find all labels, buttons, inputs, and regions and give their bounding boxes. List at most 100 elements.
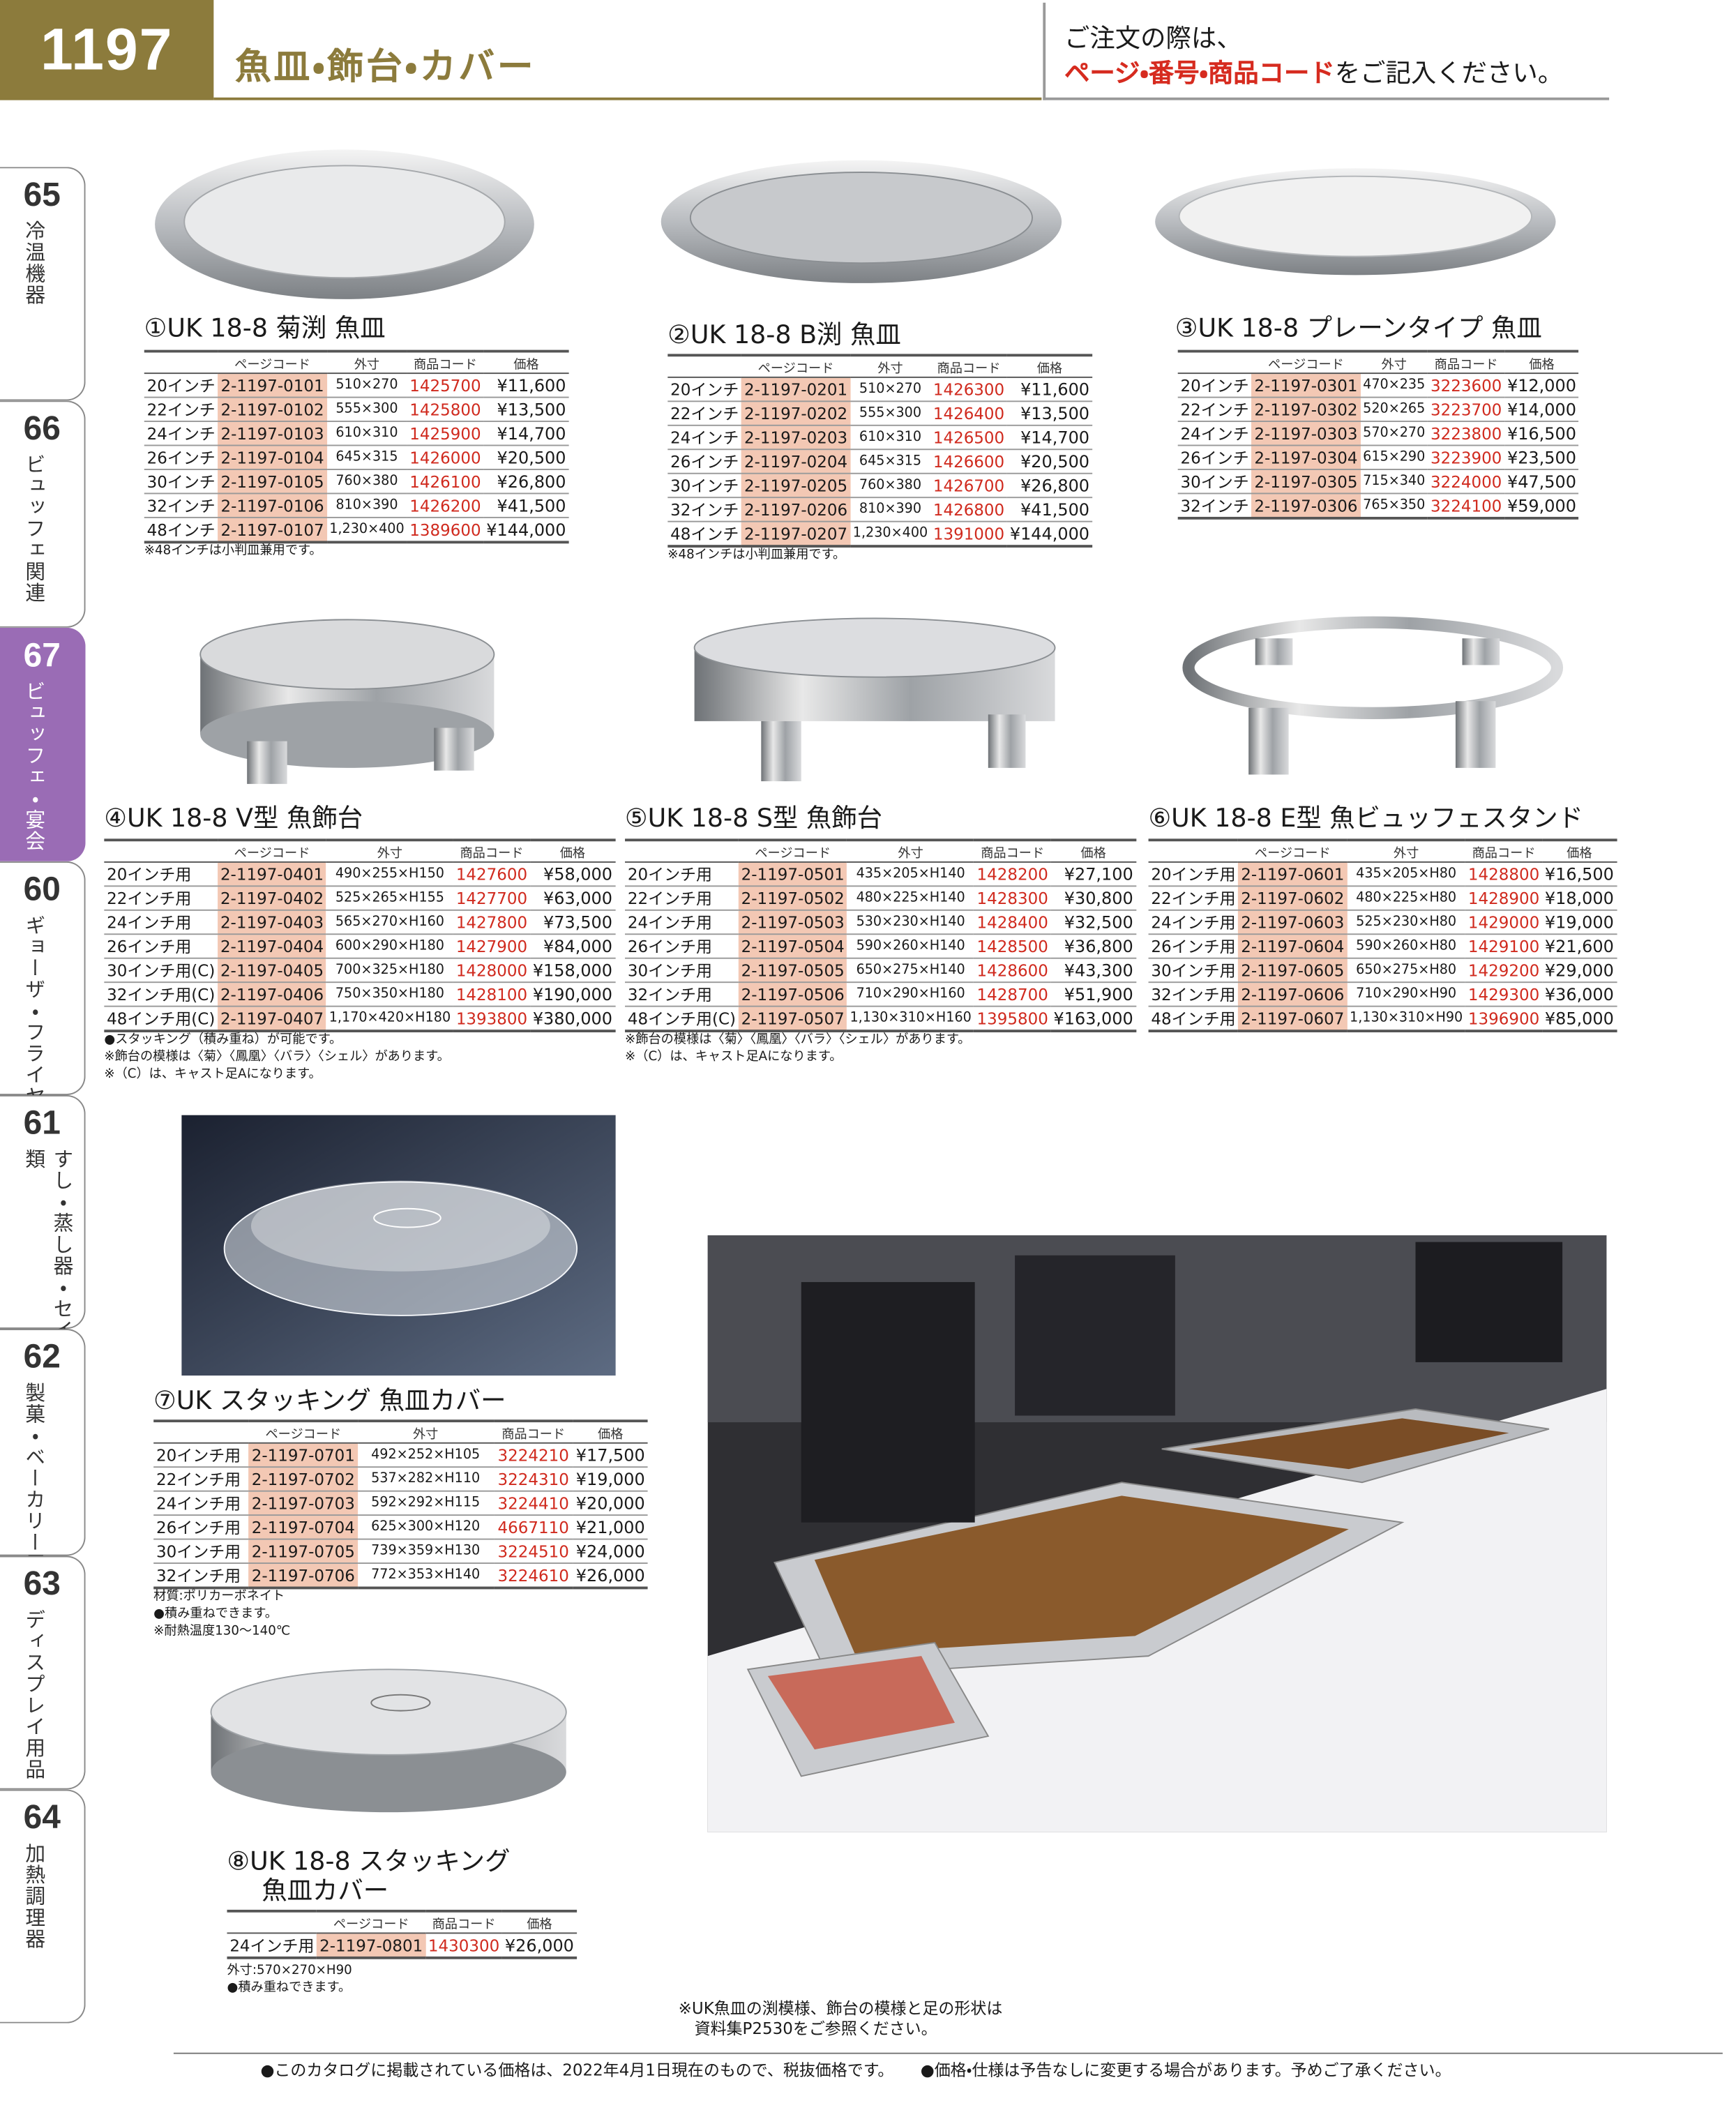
buffet-photo (707, 1235, 1607, 1832)
note-line: 材質:ポリカーボネイト (153, 1590, 285, 1605)
product-code: 1426100 (407, 469, 484, 495)
header-row: ページコード 外寸 商品コード 価格 (625, 838, 1136, 863)
page-code: 2-1197-0206 (741, 497, 850, 522)
product-table: ページコード 外寸 商品コード 価格 20インチ用 2-1197-0601 435×205×… (1148, 838, 1617, 1032)
header-cell: ページコード (1251, 349, 1361, 375)
product-code: 1429200 (1465, 958, 1543, 984)
product-code: 1396900 (1465, 1006, 1543, 1032)
page-code: 2-1197-0202 (741, 401, 850, 426)
product-table: ページコード 商品コード 価格 24インチ用 2-1197-0801 1430300 ¥26… (227, 1909, 577, 1959)
header-cell: 外寸 (357, 1419, 494, 1444)
page-code: 2-1197-0603 (1238, 910, 1348, 935)
size: 32インチ用 (153, 1563, 249, 1590)
price: ¥26,800 (1007, 473, 1092, 499)
price: ¥14,700 (1007, 425, 1092, 451)
size: 22インチ用 (153, 1467, 249, 1492)
price: ¥23,500 (1504, 445, 1579, 470)
product-code: 1429100 (1465, 934, 1543, 959)
dimensions: 590×260×H140 (847, 934, 974, 959)
price: ¥20,500 (483, 445, 569, 470)
header-row: ページコード 外寸 商品コード 価格 (1177, 349, 1579, 375)
price: ¥51,900 (1050, 982, 1136, 1007)
header-row: ページコード 外寸 商品コード 価格 (104, 838, 615, 863)
tab-label: ビュッフェ関連 (22, 453, 47, 604)
table-row: 32インチ用 2-1197-0606 710×290×H90 1429300 ¥36,0… (1148, 982, 1617, 1007)
footer-rule (173, 2052, 1723, 2054)
size: 20インチ用 (104, 861, 218, 887)
price: ¥20,000 (573, 1491, 648, 1516)
table-row: 48インチ 2-1197-0207 1,230×400 1391000 ¥144,000 (667, 521, 1092, 548)
header-row: ページコード 外寸 商品コード 価格 (667, 354, 1092, 378)
table-row: 30インチ用 2-1197-0705 739×359×H130 3224510 ¥24,… (153, 1539, 648, 1565)
price: ¥14,700 (483, 421, 569, 446)
price: ¥190,000 (529, 982, 615, 1007)
plate-image (661, 160, 1062, 283)
price: ¥59,000 (1504, 493, 1579, 520)
price: ¥19,000 (1542, 910, 1617, 935)
title-line: ⑧UK 18-8 スタッキング (227, 1846, 511, 1877)
product-code: 1393800 (453, 1006, 530, 1032)
product-code: 1427900 (453, 934, 530, 959)
size: 32インチ用 (625, 982, 739, 1007)
product-code: 1426600 (930, 449, 1008, 474)
product-title: ①UK 18-8 菊渕 魚皿 (144, 313, 386, 344)
table-row: 32インチ 2-1197-0206 810×390 1426800 ¥41,500 (667, 497, 1092, 522)
size: 22インチ (1177, 397, 1252, 423)
page-code: 2-1197-0704 (248, 1515, 358, 1540)
page-code: 2-1197-0801 (317, 1933, 426, 1959)
product-code: 1425700 (407, 373, 484, 398)
product-table: ページコード 外寸 商品コード 価格 20インチ用 2-1197-0501 435×205×… (625, 838, 1136, 1032)
note-line: 外寸:570×270×H90 (227, 1964, 352, 1979)
page-code: 2-1197-0304 (1251, 445, 1361, 470)
header-cell: ページコード (741, 354, 850, 378)
product-title: ⑦UK スタッキング 魚皿カバー (153, 1386, 506, 1416)
size: 20インチ用 (625, 861, 739, 887)
dimensions: 760×380 (850, 473, 931, 499)
table-row: 32インチ用(C) 2-1197-0406 750×350×H180 1428100 ¥… (104, 982, 615, 1007)
size: 20インチ (144, 373, 218, 398)
product-code: 4667110 (493, 1515, 573, 1540)
header-cell: 価格 (1050, 838, 1136, 863)
price: ¥20,500 (1007, 449, 1092, 474)
page-code: 2-1197-0502 (738, 886, 847, 911)
header-cell (227, 1909, 317, 1934)
header-cell: 価格 (1007, 354, 1092, 378)
header-row: ページコード 商品コード 価格 (227, 1909, 577, 1934)
note-line: 資料集P2530をご参照ください。 (694, 2019, 937, 2038)
size: 26インチ (144, 445, 218, 470)
table-row: 32インチ 2-1197-0306 765×350 3224100 ¥59,000 (1177, 493, 1579, 520)
product-code: 1428300 (974, 886, 1051, 911)
size: 30インチ (144, 469, 218, 495)
product-notes: ※48インチは小判皿兼用です。 (144, 542, 322, 559)
size: 20インチ用 (1148, 861, 1239, 887)
table-row: 20インチ 2-1197-0301 470×235 3223600 ¥12,000 (1177, 373, 1579, 398)
price: ¥16,500 (1542, 861, 1617, 887)
product-code: 3224410 (493, 1491, 573, 1516)
header-cell: 外寸 (326, 349, 407, 375)
product-table: ページコード 外寸 商品コード 価格 20インチ 2-1197-0101 510×270 14… (144, 349, 569, 544)
header-cell: 価格 (502, 1909, 577, 1934)
page-code: 2-1197-0407 (218, 1006, 326, 1032)
side-tab: 66 ビュッフェ関連 (0, 400, 86, 628)
product-code: 3224610 (493, 1563, 573, 1590)
order-notice: ご注文の際は、 ページ・番号・商品コードをご記入ください。 (1043, 2, 1610, 100)
dimensions: 530×230×H140 (847, 910, 974, 935)
table-row: 20インチ用 2-1197-0501 435×205×H140 1428200 ¥27,… (625, 861, 1136, 887)
dimensions: 555×300 (326, 397, 407, 423)
product-code: 1427600 (453, 861, 530, 887)
table-row: 22インチ 2-1197-0302 520×265 3223700 ¥14,000 (1177, 397, 1579, 423)
table-row: 20インチ用 2-1197-0601 435×205×H80 1428800 ¥16,5… (1148, 861, 1617, 887)
header-row: ページコード 外寸 商品コード 価格 (153, 1419, 648, 1444)
table-row: 24インチ 2-1197-0103 610×310 1425900 ¥14,700 (144, 421, 569, 446)
price: ¥29,000 (1542, 958, 1617, 984)
page-code: 2-1197-0706 (248, 1563, 358, 1590)
table-row: 26インチ 2-1197-0304 615×290 3223900 ¥23,500 (1177, 445, 1579, 470)
tab-number: 65 (23, 176, 61, 214)
page-code: 2-1197-0207 (741, 521, 850, 548)
header-cell: ページコード (218, 838, 326, 863)
header-cell: 価格 (1542, 838, 1617, 863)
product-title: ⑥UK 18-8 E型 魚ビュッフェスタンド (1148, 804, 1584, 834)
table-row: 20インチ 2-1197-0201 510×270 1426300 ¥11,600 (667, 377, 1092, 402)
product-code: 1428100 (453, 982, 530, 1007)
table-row: 24インチ用 2-1197-0801 1430300 ¥26,000 (227, 1933, 577, 1959)
